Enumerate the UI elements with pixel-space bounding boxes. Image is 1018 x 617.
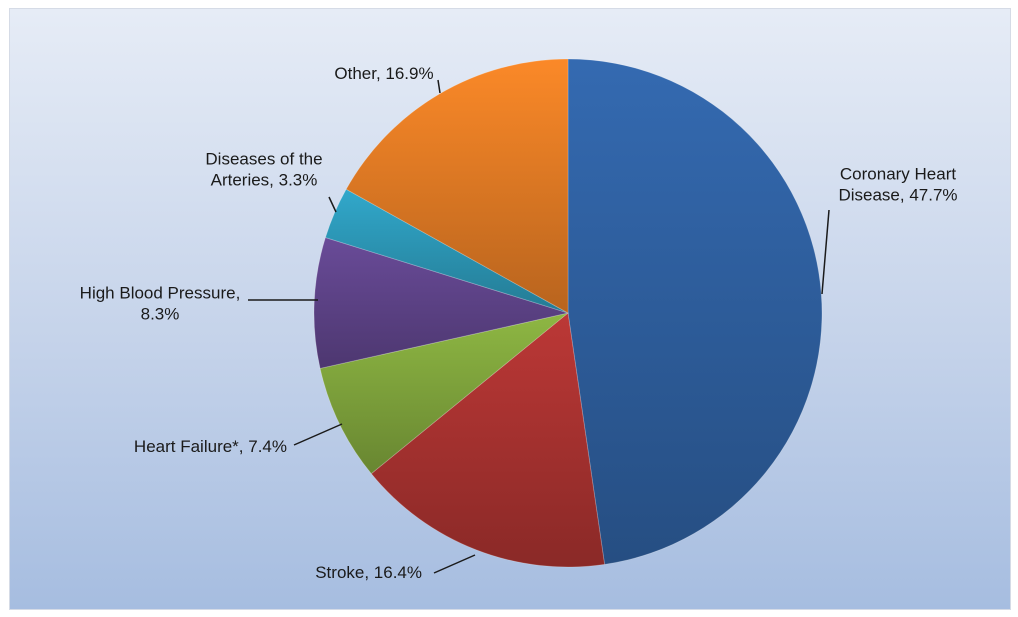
slice-label-line: Diseases of the	[205, 150, 322, 169]
pie-slice-diseases-of-the-arteries	[324, 188, 569, 314]
labels-layer: Coronary Heart Disease, 47.7% Stroke, 16.4…	[80, 64, 958, 582]
slice-label: Stroke, 16.4%	[315, 563, 422, 582]
slice-label: Heart Failure*, 7.4%	[134, 437, 287, 456]
slice-label-line: 8.3%	[141, 305, 180, 324]
slice-label-line: Arteries, 3.3%	[211, 171, 318, 190]
slice-label-line: Coronary Heart	[840, 165, 956, 184]
pie-slice-high-blood-pressure	[313, 237, 570, 369]
slice-label-line: Other, 16.9%	[334, 64, 433, 83]
pie-slice-coronary-heart-disease	[567, 58, 823, 565]
slice-label-line: High Blood Pressure,	[80, 284, 241, 303]
leader-line	[821, 209, 830, 295]
slice-label-line: Stroke, 16.4%	[315, 563, 422, 582]
pie-slice-heart-failure	[319, 312, 569, 475]
pie-slice-stroke	[370, 312, 606, 568]
slice-label: Diseases of the Arteries, 3.3%	[205, 150, 322, 190]
leader-line	[437, 79, 441, 94]
slice-label: Coronary Heart Disease, 47.7%	[838, 165, 957, 205]
leader-line	[433, 554, 476, 574]
leader-line	[328, 196, 337, 213]
slice-label-line: Disease, 47.7%	[838, 186, 957, 205]
slice-label: High Blood Pressure, 8.3%	[80, 284, 241, 324]
slice-label: Other, 16.9%	[334, 64, 433, 83]
pie-slice-other	[345, 58, 569, 314]
leader-line	[293, 423, 343, 446]
slices-layer	[313, 58, 823, 568]
leader-lines-layer	[248, 79, 830, 574]
slice-label-line: Heart Failure*, 7.4%	[134, 437, 287, 456]
